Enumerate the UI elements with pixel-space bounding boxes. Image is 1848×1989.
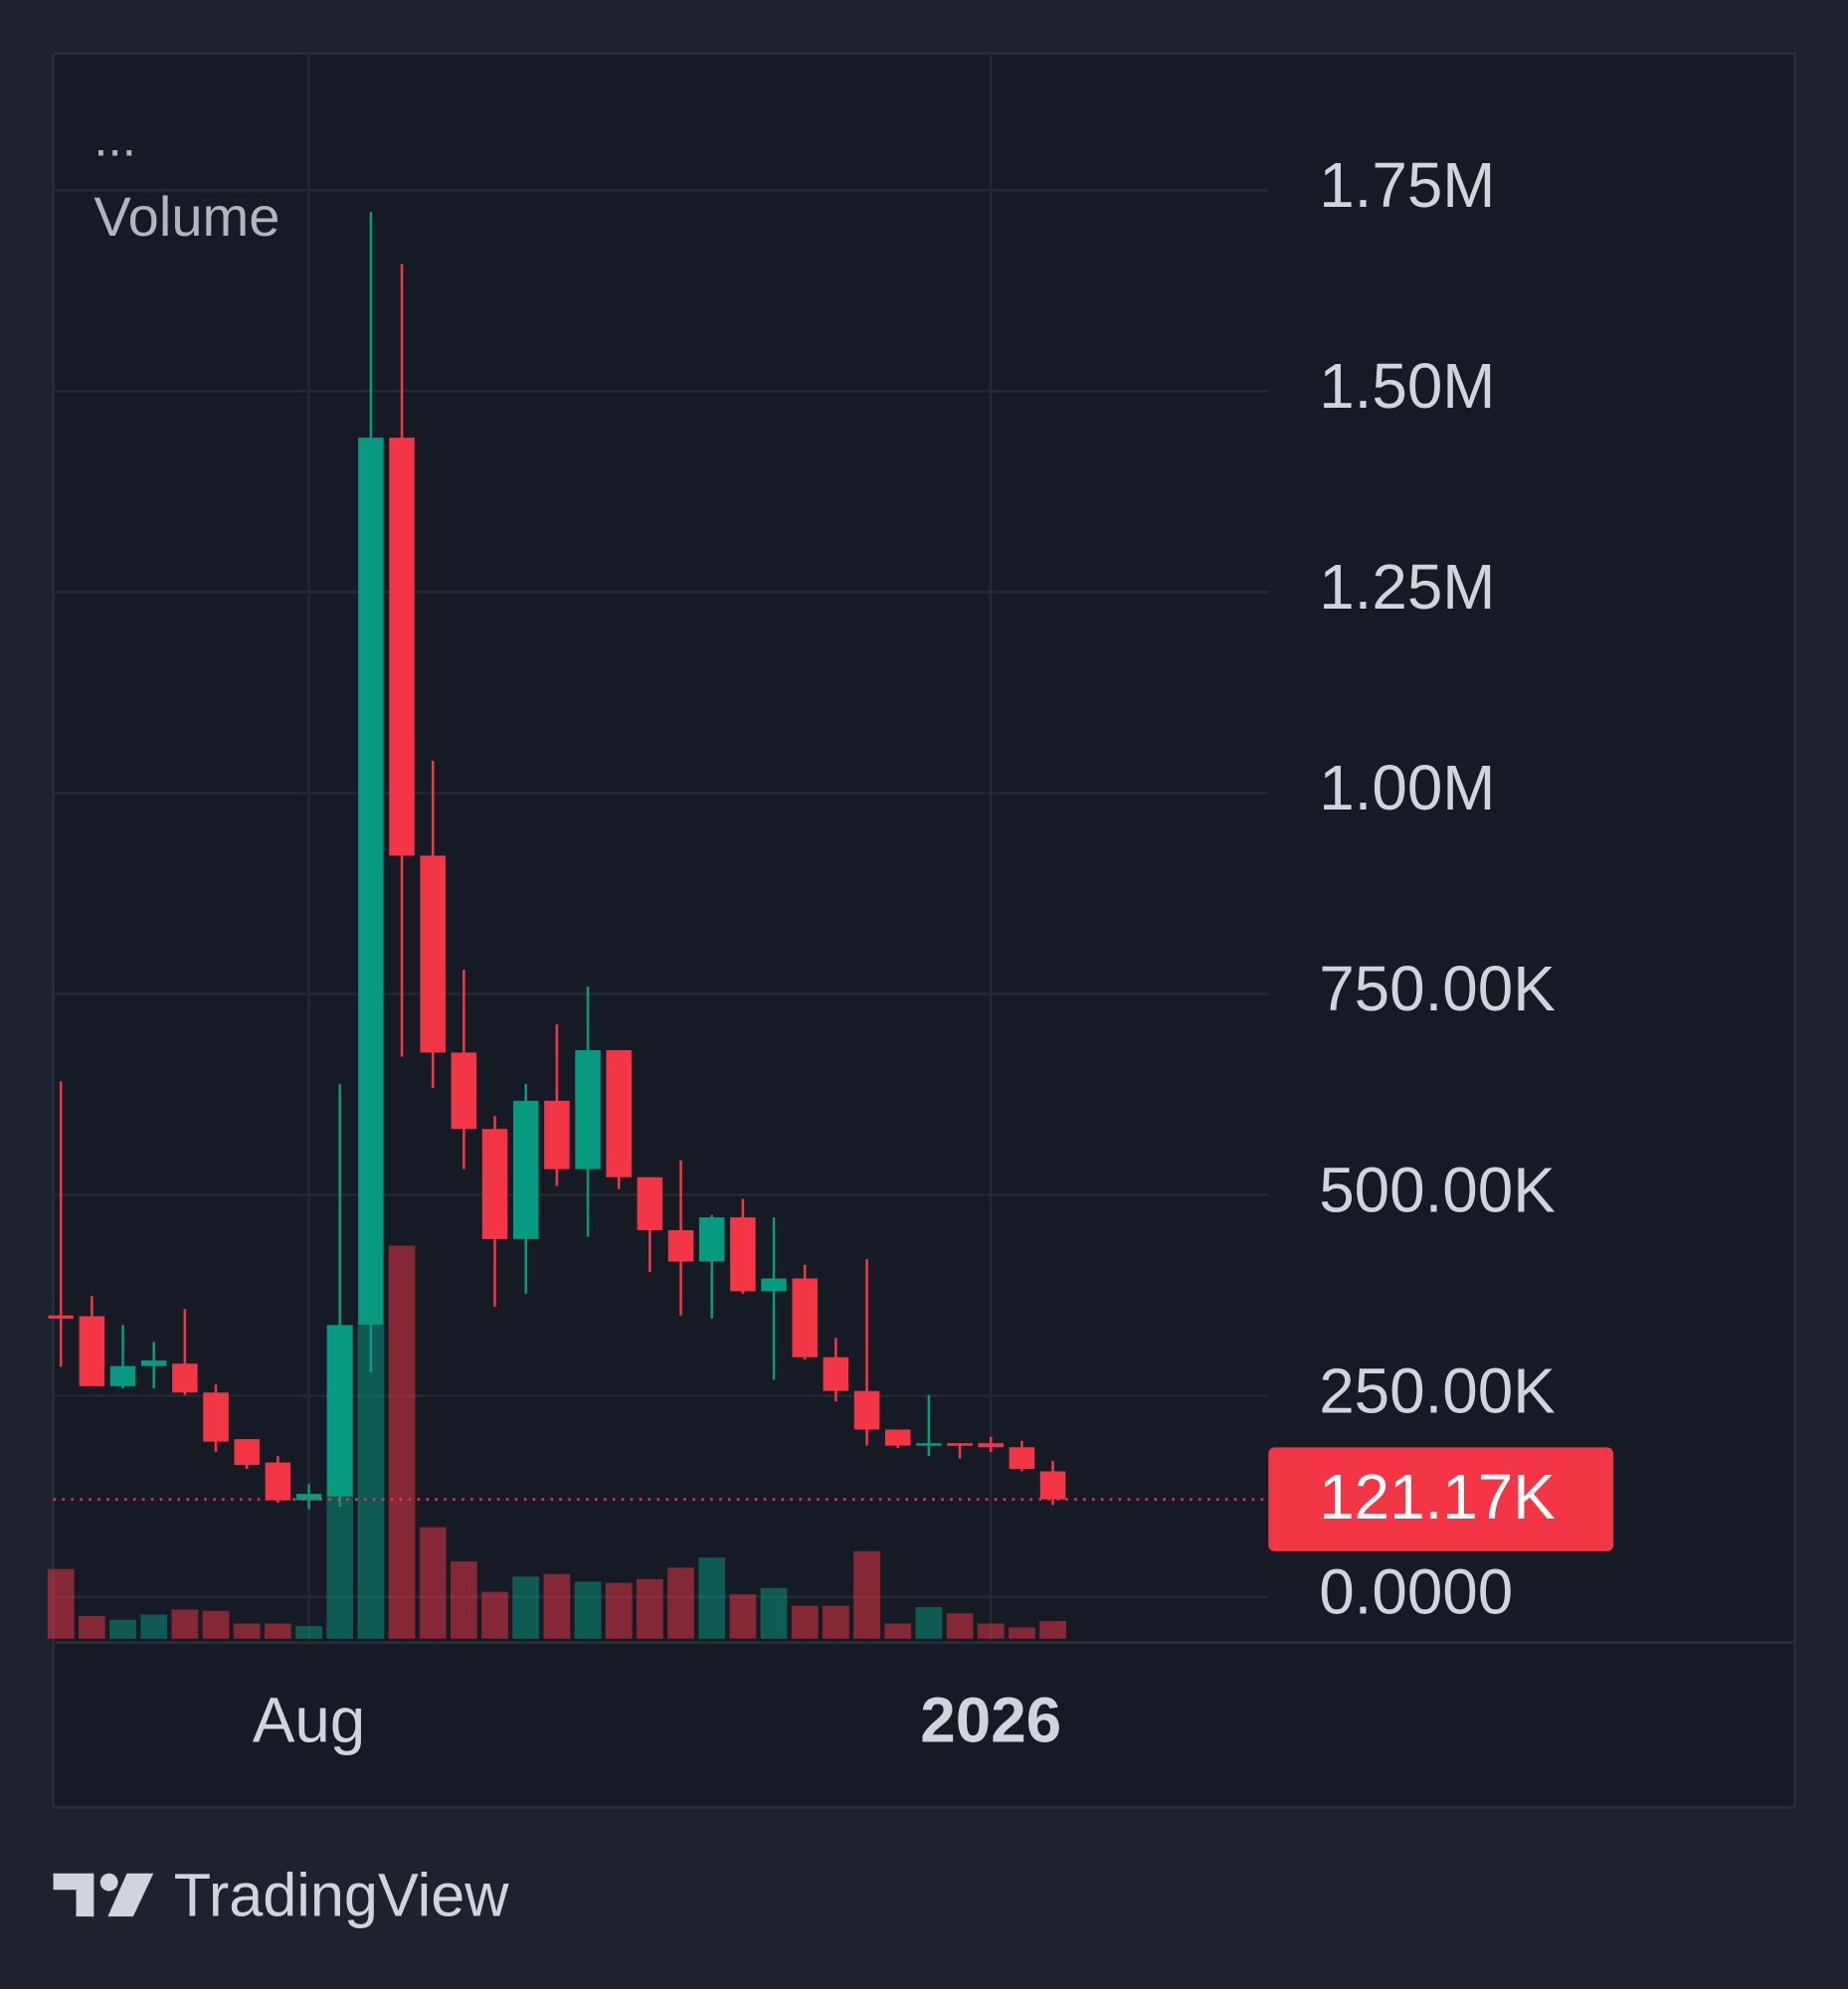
x-tick-label: Aug (253, 1684, 365, 1755)
candle-body (916, 1443, 942, 1446)
candle-body (730, 1217, 756, 1292)
volume-bar (946, 1613, 974, 1639)
candle-body (140, 1359, 167, 1366)
candle-body (172, 1363, 198, 1393)
tradingview-logo: TradingView (53, 1862, 510, 1929)
candle-body (698, 1217, 725, 1262)
volume-bar (419, 1527, 447, 1639)
y-tick-label: 0.0000 (1319, 1555, 1513, 1627)
candle-body (79, 1316, 105, 1386)
volume-bar (1008, 1627, 1035, 1639)
candle-body (295, 1494, 322, 1501)
volume-bar (47, 1568, 75, 1639)
candle-body (1009, 1447, 1035, 1470)
candle-body (389, 438, 415, 856)
volume-bar (543, 1573, 571, 1639)
volume-bar (264, 1623, 291, 1639)
y-tick-label: 1.00M (1319, 752, 1495, 823)
volume-bar (295, 1626, 322, 1639)
candle-body (544, 1100, 570, 1170)
y-tick-label: 1.50M (1319, 350, 1495, 422)
candle-body (512, 1100, 539, 1239)
y-tick-label: 750.00K (1319, 953, 1556, 1024)
indicator-label: Volume (93, 185, 279, 248)
last-price-badge (1268, 1447, 1614, 1551)
y-tick-label: 500.00K (1319, 1154, 1556, 1225)
logo-mark (107, 1873, 154, 1917)
candle-body (575, 1049, 601, 1170)
volume-bar (388, 1245, 416, 1639)
volume-bar (140, 1614, 168, 1639)
volume-bar (481, 1591, 508, 1639)
volume-bar (512, 1576, 540, 1639)
brand-name: TradingView (174, 1862, 510, 1929)
volume-bar (729, 1594, 757, 1639)
candle-body (358, 438, 384, 1326)
candle-body (978, 1443, 1004, 1448)
menu-dots[interactable]: ... (93, 110, 136, 167)
volume-bar (171, 1609, 199, 1639)
marks (47, 212, 1066, 1639)
candle-body (823, 1356, 849, 1391)
candle-body (792, 1278, 818, 1357)
candle-body (203, 1392, 229, 1442)
volume-bar (605, 1582, 633, 1639)
candle-body (947, 1443, 973, 1446)
candle-body (761, 1278, 787, 1292)
candle-body (109, 1365, 136, 1386)
volume-bar (915, 1606, 943, 1639)
volume-bar (667, 1567, 694, 1639)
volume-bar (109, 1619, 136, 1639)
last-price-label: 121.17K (1319, 1461, 1556, 1533)
x-tick-label: 2026 (920, 1684, 1061, 1755)
candle-body (234, 1439, 260, 1466)
candle-body (884, 1429, 911, 1446)
y-tick-label: 1.75M (1319, 149, 1495, 221)
candle-body (853, 1390, 880, 1430)
volume-bar (1039, 1620, 1066, 1639)
candle-body (637, 1176, 663, 1231)
candle-body (48, 1315, 74, 1319)
volume-bar (450, 1561, 477, 1639)
y-tick-label: 1.25M (1319, 551, 1495, 623)
volume-bar (574, 1581, 602, 1639)
volume-bar (884, 1623, 912, 1639)
candle-body (326, 1325, 353, 1497)
candle-body (606, 1049, 632, 1177)
volume-bar (791, 1605, 819, 1639)
volume-bar (698, 1557, 726, 1639)
candle-body (451, 1052, 477, 1130)
logo-mark (99, 1873, 118, 1892)
candle-body (420, 855, 446, 1053)
volume-bar (357, 1325, 385, 1639)
grid (53, 53, 1269, 1643)
volume-bar (636, 1578, 663, 1639)
candle-body (265, 1462, 291, 1501)
candle-body (1039, 1471, 1066, 1500)
volume-bar (853, 1550, 880, 1639)
volume-bar (233, 1623, 261, 1639)
candle-body (481, 1129, 508, 1239)
volume-bar (977, 1623, 1005, 1639)
volume-bar (760, 1587, 788, 1639)
volume-bar (822, 1605, 849, 1639)
y-tick-label: 250.00K (1319, 1355, 1556, 1426)
volume-bar (78, 1615, 105, 1639)
candle-body (667, 1230, 694, 1262)
volume-bar (202, 1610, 230, 1639)
logo-mark (53, 1873, 94, 1917)
